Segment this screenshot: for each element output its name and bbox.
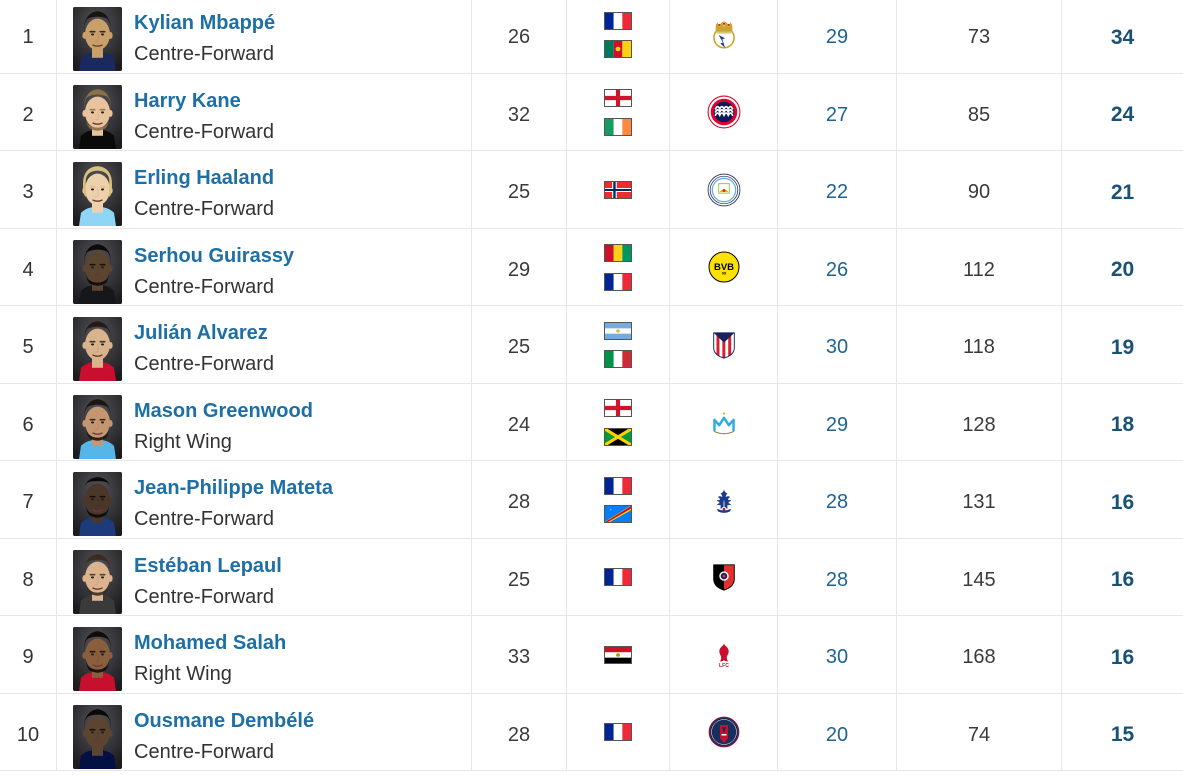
svg-text:09: 09 [721, 271, 726, 276]
svg-text:LFC: LFC [719, 663, 729, 669]
